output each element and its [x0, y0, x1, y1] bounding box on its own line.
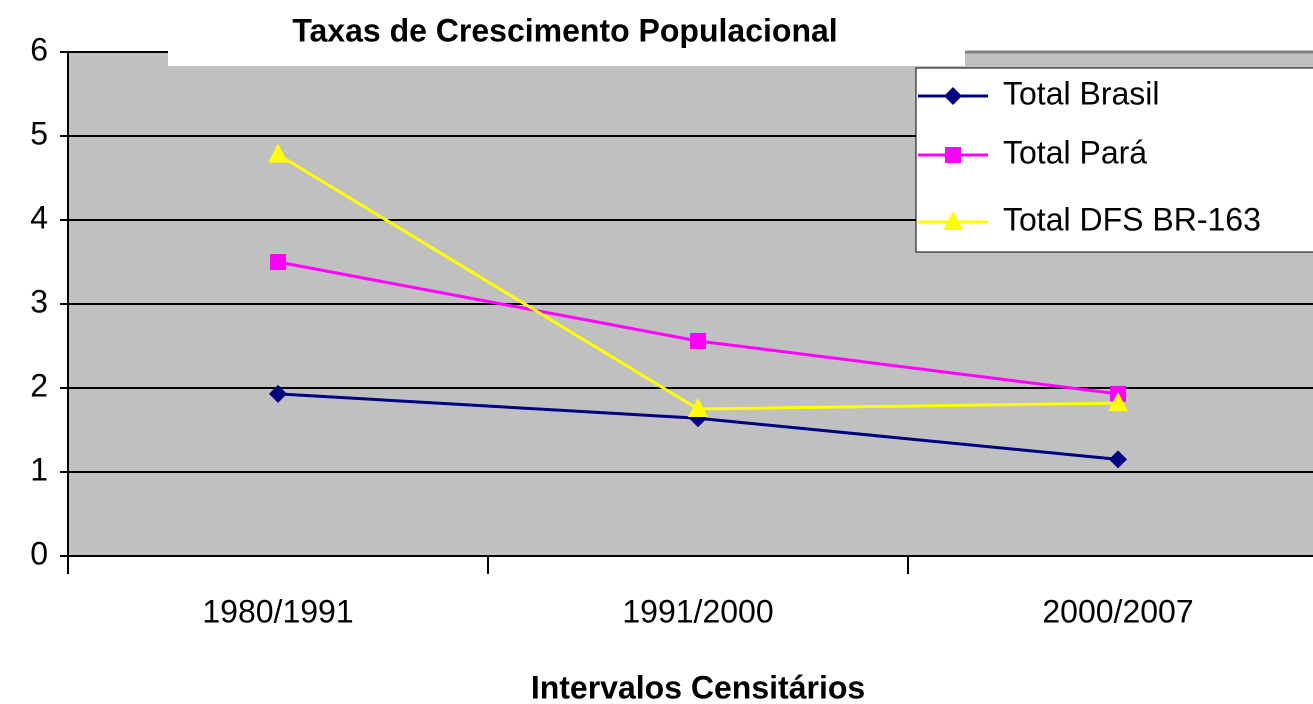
y-tick-label: 4: [30, 199, 48, 235]
marker: [944, 87, 962, 105]
title-box: [168, 0, 965, 66]
marker: [943, 211, 963, 230]
legend: Total Brasil Total Pará Total DFS BR-163: [915, 67, 1313, 253]
x-tick-label: 2000/2007: [1042, 593, 1193, 629]
y-tick-label: 6: [30, 31, 48, 67]
marker: [688, 398, 708, 417]
marker: [1109, 450, 1127, 469]
y-tick-label: 5: [30, 115, 48, 151]
x-tick-label: 1991/2000: [622, 593, 773, 629]
y-tick-label: 3: [30, 283, 48, 319]
chart-title: Taxas de Crescimento Populacional: [292, 12, 837, 48]
marker: [270, 254, 286, 270]
y-tick-label: 0: [30, 535, 48, 571]
legend-label: Total Pará: [1003, 134, 1147, 170]
marker: [945, 147, 961, 163]
x-axis-label: Intervalos Censitários: [531, 669, 865, 704]
marker: [690, 332, 706, 349]
y-tick-label: 1: [30, 451, 48, 487]
marker: [269, 384, 287, 403]
marker: [1108, 392, 1128, 412]
x-tick-label: 1980/1991: [202, 593, 353, 629]
legend-label: Total DFS BR-163: [1003, 201, 1261, 237]
marker: [268, 143, 288, 163]
y-tick-label: 2: [30, 367, 48, 403]
legend-label: Total Brasil: [1003, 75, 1160, 111]
